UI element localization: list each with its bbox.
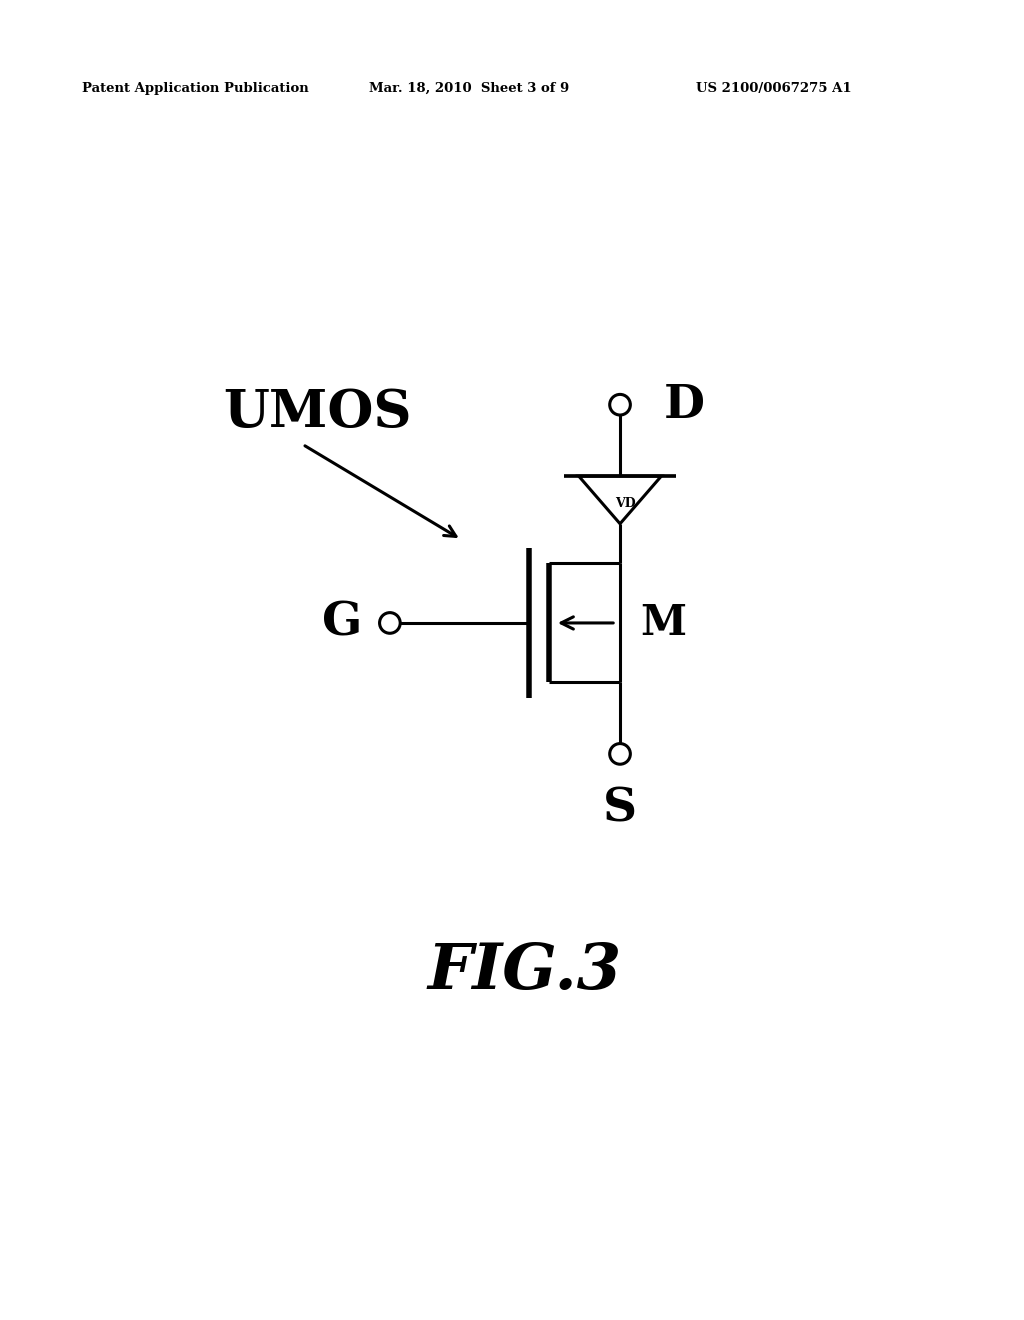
Text: FIG.3: FIG.3 [428, 941, 622, 1003]
Text: UMOS: UMOS [223, 387, 412, 438]
Text: M: M [640, 602, 686, 644]
Text: G: G [323, 601, 362, 645]
Text: VD: VD [615, 498, 636, 511]
Text: Mar. 18, 2010  Sheet 3 of 9: Mar. 18, 2010 Sheet 3 of 9 [369, 82, 569, 95]
Text: US 2100/0067275 A1: US 2100/0067275 A1 [696, 82, 852, 95]
Text: Patent Application Publication: Patent Application Publication [82, 82, 308, 95]
Text: S: S [603, 785, 637, 832]
Text: D: D [664, 381, 705, 428]
